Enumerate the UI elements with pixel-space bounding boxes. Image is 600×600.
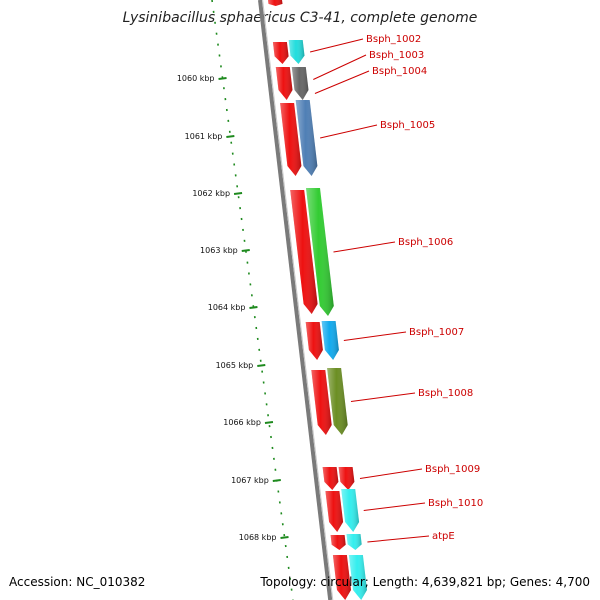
gene-label[interactable]: Bsph_1005 <box>380 120 435 131</box>
gene-leader-line <box>309 38 364 53</box>
scale-minor-ticks <box>211 0 294 600</box>
gene-arrow-bsph_1006[interactable] <box>306 188 334 316</box>
gene-leader-line <box>320 124 378 139</box>
gene-arrow-atpe[interactable] <box>346 534 362 550</box>
gene-label[interactable]: Bsph_1009 <box>425 464 480 475</box>
gene-arrow-bsph_1007[interactable] <box>321 321 339 360</box>
orf-arrow[interactable] <box>280 103 302 176</box>
gene-label[interactable]: atpE <box>432 531 455 542</box>
accession-text: Accession: NC_010382 <box>9 575 146 589</box>
major-tick <box>249 306 258 309</box>
map-title: Lysinibacillus sphaericus C3-41, complet… <box>122 10 478 26</box>
gene-arrow-bsph_1009-shading <box>338 467 355 490</box>
major-tick <box>264 421 274 424</box>
gene-arrow-atpe-shading <box>346 534 362 550</box>
orf-arrow-shading <box>332 555 351 600</box>
gene-leader-line <box>350 392 416 402</box>
gene-arrow-bsph_1005-shading <box>295 100 318 176</box>
orf-arrow-shading <box>290 190 318 314</box>
orf-arrow-shading <box>275 67 293 100</box>
orf-arrow-shading <box>272 42 289 64</box>
orf-arrow[interactable] <box>275 67 293 100</box>
orf-arrow[interactable] <box>272 42 289 64</box>
backbone-edge <box>262 0 334 600</box>
orf-arrow-shading <box>330 535 346 550</box>
major-tick <box>257 364 266 367</box>
topology-text: Topology: circular; Length: 4,639,821 bp… <box>260 575 590 589</box>
gene-arrow-bsph_1008[interactable] <box>327 368 348 435</box>
orf-arrow[interactable] <box>330 535 346 550</box>
gene-leader-line <box>313 54 367 80</box>
orf-arrow[interactable] <box>332 555 351 600</box>
orf-arrow[interactable] <box>325 491 344 532</box>
tick-label: 1067 kbp <box>231 476 269 485</box>
gene-label[interactable]: Bsph_1010 <box>428 498 483 509</box>
major-tick <box>272 479 281 482</box>
gene-arrow-bsph_1007-shading <box>321 321 339 360</box>
gene-label[interactable]: Bsph_1006 <box>398 237 453 248</box>
gene-arrow-bsph_1005[interactable] <box>295 100 318 176</box>
gene-leader-line <box>367 535 430 543</box>
orf-arrow-shading <box>268 0 283 6</box>
orf-arrow[interactable] <box>268 0 283 6</box>
gene-leader-line <box>359 468 423 479</box>
gene-arrow-bsph_1009[interactable] <box>338 467 355 490</box>
orf-arrow[interactable] <box>305 322 323 360</box>
gene-leader-line <box>363 502 426 511</box>
tick-label: 1068 kbp <box>239 533 277 542</box>
orf-arrow-shading <box>305 322 323 360</box>
gene-arrow-tail[interactable] <box>348 555 367 600</box>
gene-label[interactable]: Bsph_1002 <box>366 34 421 45</box>
orf-arrow-shading <box>322 467 339 490</box>
gene-arrow-tail-shading <box>348 555 367 600</box>
gene-leader-line <box>343 331 407 341</box>
gene-leader-line <box>333 241 396 253</box>
gene-arrow-bsph_1002-shading <box>288 40 305 64</box>
gene-arrow-bsph_1003-shading <box>291 67 309 100</box>
gene-arrow-bsph_1003[interactable] <box>291 67 309 100</box>
major-tick <box>226 135 235 138</box>
gene-leader-line <box>314 70 370 94</box>
orf-arrow[interactable] <box>322 467 339 490</box>
gene-arrow-bsph_1006-shading <box>306 188 334 316</box>
tick-label: 1062 kbp <box>192 189 230 198</box>
major-tick <box>280 536 289 539</box>
orf-arrow-shading <box>325 491 344 532</box>
tick-label: 1063 kbp <box>200 246 238 255</box>
gene-arrow-bsph_1010-shading <box>341 489 360 532</box>
orf-arrow[interactable] <box>290 190 318 314</box>
genome-backbone <box>258 0 333 600</box>
gene-label[interactable]: Bsph_1003 <box>369 50 424 61</box>
gene-label[interactable]: Bsph_1004 <box>372 66 427 77</box>
major-tick <box>233 192 243 195</box>
gene-arrow-bsph_1002[interactable] <box>288 40 305 64</box>
gene-arrow-bsph_1008-shading <box>327 368 348 435</box>
tick-label: 1061 kbp <box>185 132 223 141</box>
tick-label: 1060 kbp <box>177 74 215 83</box>
major-tick <box>241 249 250 252</box>
tick-label: 1064 kbp <box>208 303 246 312</box>
gene-label[interactable]: Bsph_1008 <box>418 388 473 399</box>
major-tick <box>218 77 227 80</box>
tick-label: 1065 kbp <box>216 361 254 370</box>
orf-arrow[interactable] <box>311 370 332 435</box>
orf-arrow-shading <box>280 103 302 176</box>
gene-arrow-bsph_1010[interactable] <box>341 489 360 532</box>
gene-label[interactable]: Bsph_1007 <box>409 327 464 338</box>
tick-label: 1066 kbp <box>223 418 261 427</box>
orf-arrow-shading <box>311 370 332 435</box>
